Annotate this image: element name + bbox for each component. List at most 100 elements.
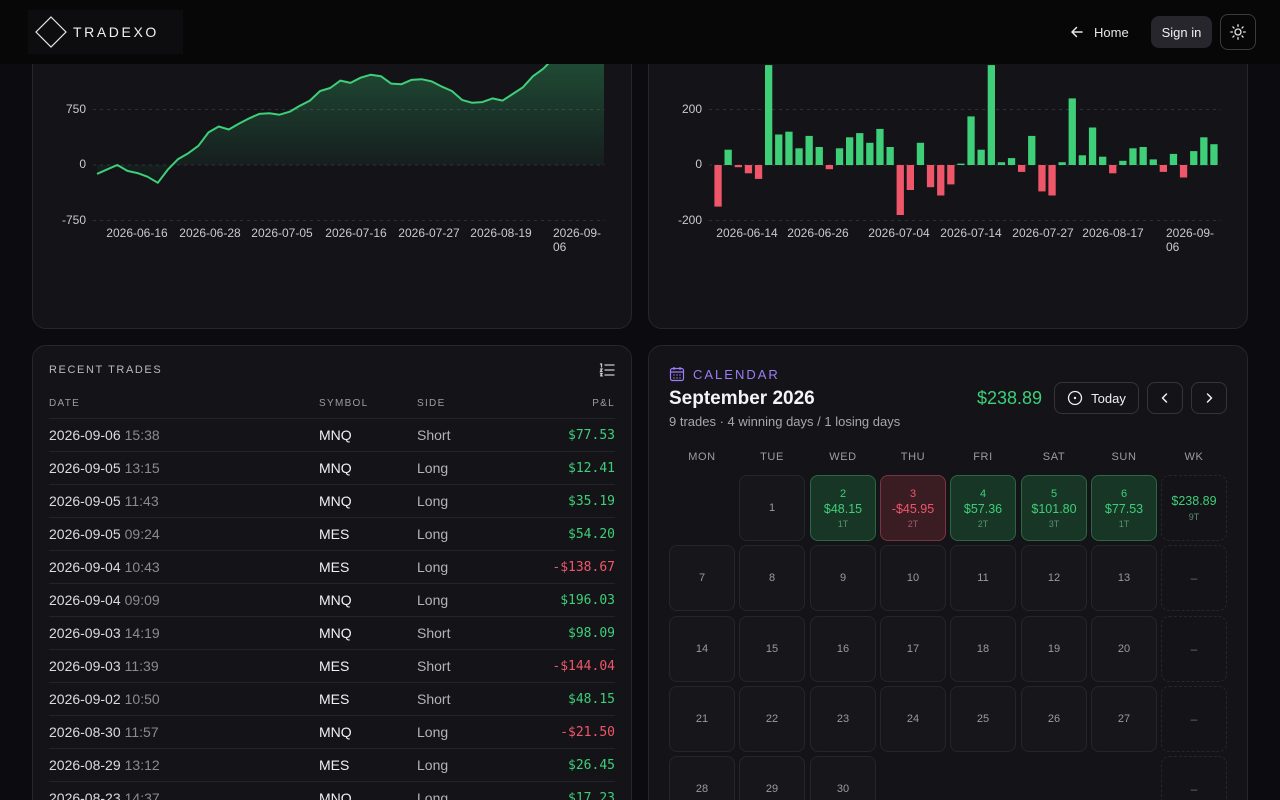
calendar-day[interactable]: 17 [880,615,946,682]
table-row[interactable]: 2026-09-05 13:15 MNQ Long $12.41 [49,451,615,484]
pl-bar [967,116,975,165]
table-row[interactable]: 2026-09-04 09:09 MNQ Long $196.03 [49,583,615,616]
clock-icon [1067,390,1083,406]
trade-pl: -$21.50 [560,725,615,740]
calendar-day[interactable]: 20 [1091,615,1157,682]
list-icon[interactable] [599,362,615,378]
pl-bar [876,128,884,165]
arrow-left-icon [1071,26,1083,38]
calendar-day[interactable]: 13 [1091,545,1157,612]
calendar-day[interactable]: 26 [1021,685,1087,752]
x-tick-label: 2026-07-27 [398,226,460,240]
day-number: 20 [1117,642,1131,655]
x-tick-label: 2026-07-16 [325,226,387,240]
top-navbar: TRADEXO Home Sign in [0,0,1280,64]
x-tick-label: 2026-07-27 [1012,226,1074,240]
x-tick-label: 2026-07-05 [251,226,313,240]
calendar-day[interactable]: 25 [950,685,1016,752]
calendar-day[interactable]: 5 $101.80 3T [1021,475,1087,541]
week-summary: – [1161,756,1227,800]
calendar-day[interactable]: 8 [739,545,805,612]
calendar-day[interactable]: 16 [810,615,876,682]
day-number: 8 [768,572,776,585]
prev-month-button[interactable] [1147,382,1183,414]
pl-bar [1119,160,1127,165]
calendar-day[interactable]: 29 [739,756,805,800]
trade-side: Long [417,790,449,800]
trade-date: 2026-09-05 13:15 [49,460,160,476]
calendar-day[interactable]: 2 $48.15 1T [810,475,876,541]
calendar-day[interactable]: 19 [1021,615,1087,682]
calendar-day[interactable]: 30 [810,756,876,800]
pl-bar [1028,135,1036,165]
calendar-day[interactable]: 3 -$45.95 2T [880,475,946,541]
calendar-day[interactable]: 10 [880,545,946,612]
weekday-header: WK [1184,451,1204,463]
chevron-right-icon [1206,393,1213,403]
calendar-day[interactable]: 28 [669,756,735,800]
pl-bar [775,134,783,165]
pl-bar [1149,159,1157,165]
pl-bar [856,133,864,165]
week-trade-count: 9T [1188,512,1200,522]
calendar-day[interactable]: 23 [810,685,876,752]
pl-bar [866,142,874,165]
table-row[interactable]: 2026-09-05 09:24 MES Long $54.20 [49,517,615,550]
trade-time: 11:39 [124,658,159,674]
trade-time: 11:43 [124,493,159,509]
weekday-header: MON [688,451,716,463]
sign-in-button[interactable]: Sign in [1151,16,1212,48]
trade-side: Short [417,658,451,674]
recent-trades-card: RECENT TRADES DATE SYMBOL SIDE P&L 2026-… [32,345,632,800]
table-row[interactable]: 2026-08-29 13:12 MES Long $26.45 [49,748,615,781]
day-number: 13 [1117,572,1131,585]
pl-bar [937,165,945,196]
table-row[interactable]: 2026-09-05 11:43 MNQ Long $35.19 [49,484,615,517]
trade-pl: $196.03 [560,593,615,608]
calendar-day[interactable]: 21 [669,685,735,752]
table-row[interactable]: 2026-09-06 15:38 MNQ Short $77.53 [49,418,615,451]
col-symbol: SYMBOL [319,398,369,409]
table-row[interactable]: 2026-09-03 11:39 MES Short -$144.04 [49,649,615,682]
calendar-day[interactable]: 12 [1021,545,1087,612]
day-number: 30 [836,783,850,796]
calendar-day[interactable]: 4 $57.36 2T [950,475,1016,541]
day-number: 17 [906,642,920,655]
calendar-day[interactable]: 18 [950,615,1016,682]
table-row[interactable]: 2026-08-30 11:57 MNQ Long -$21.50 [49,715,615,748]
calendar-day[interactable]: 22 [739,685,805,752]
table-row[interactable]: 2026-08-23 14:37 MNQ Long $17.23 [49,781,615,800]
calendar-day[interactable]: 27 [1091,685,1157,752]
trade-symbol: MNQ [319,427,352,443]
recent-trades-title: RECENT TRADES [49,364,163,376]
calendar-day[interactable]: 6 $77.53 1T [1091,475,1157,541]
table-row[interactable]: 2026-09-02 10:50 MES Short $48.15 [49,682,615,715]
calendar-day[interactable]: 14 [669,615,735,682]
brand-logo[interactable]: TRADEXO [28,10,183,54]
diamond-logo-icon [35,16,67,48]
trade-date-value: 2026-09-05 [49,460,121,476]
pl-bar [1179,165,1188,178]
today-button[interactable]: Today [1054,382,1139,414]
calendar-day[interactable]: 7 [669,545,735,612]
calendar-day[interactable]: 15 [739,615,805,682]
trade-date: 2026-09-02 10:50 [49,691,160,707]
day-number: 6 [1120,487,1128,500]
trade-symbol: MNQ [319,493,352,509]
calendar-day[interactable]: 9 [810,545,876,612]
x-tick-label: 2026-07-14 [940,226,1002,240]
next-month-button[interactable] [1191,382,1227,414]
trade-date-value: 2026-09-03 [49,625,121,641]
pl-bar [1088,127,1097,165]
theme-toggle-button[interactable] [1220,14,1256,50]
x-tick-label: 2026-08-17 [1082,226,1144,240]
table-row[interactable]: 2026-09-03 14:19 MNQ Short $98.09 [49,616,615,649]
day-pl: $48.15 [823,501,863,516]
col-pl: P&L [592,398,615,409]
calendar-day[interactable]: 11 [950,545,1016,612]
table-row[interactable]: 2026-09-04 10:43 MES Long -$138.67 [49,550,615,583]
calendar-tag: CALENDAR [669,366,780,382]
calendar-day[interactable]: 24 [880,685,946,752]
home-link[interactable]: Home [1062,16,1137,48]
calendar-day[interactable]: 1 [739,475,805,541]
